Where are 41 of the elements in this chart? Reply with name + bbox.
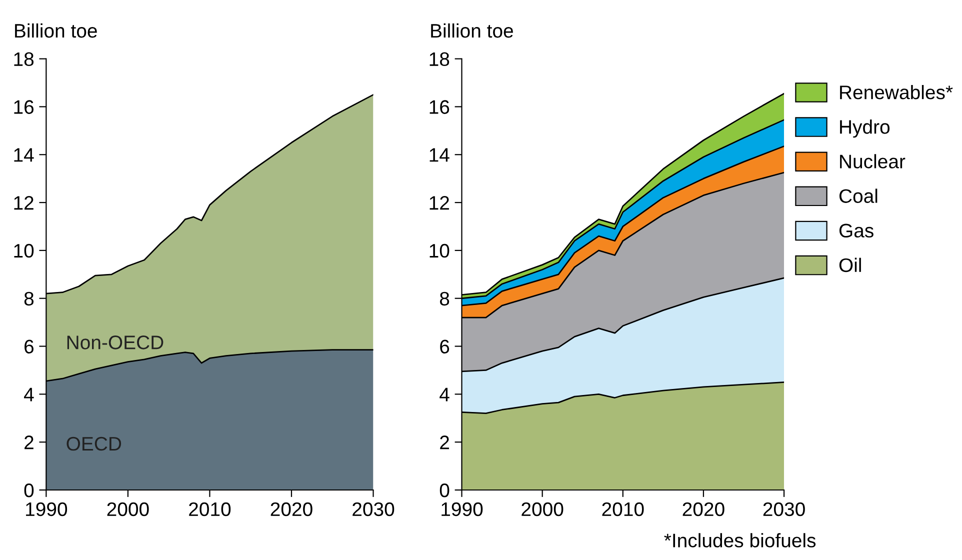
legend-label: Oil: [839, 258, 861, 272]
x-tick-label: 2020: [682, 502, 724, 516]
legend-label: Gas: [839, 224, 874, 238]
series-label: Non-OECD: [67, 336, 164, 350]
y-tick-label: 0: [24, 483, 34, 498]
y-axis-title: Billion toe: [431, 23, 513, 38]
x-tick-label: 1990: [442, 502, 483, 516]
y-tick-label: 10: [14, 244, 34, 258]
legend-label: Coal: [839, 188, 878, 203]
y-tick-label: 4: [440, 388, 450, 402]
y-tick-label: 14: [430, 148, 450, 162]
y-tick-label: 10: [430, 244, 450, 258]
y-tick-label: 0: [440, 483, 450, 498]
x-tick-label: 1990: [26, 502, 68, 516]
y-tick-label: 6: [24, 340, 34, 354]
x-tick-label: 2010: [189, 502, 231, 516]
y-tick-label: 16: [430, 100, 450, 114]
x-tick-label: 2030: [352, 502, 394, 516]
legend-label: Renewables*: [840, 84, 953, 100]
y-tick-label: 14: [14, 148, 34, 162]
x-tick-label: 2000: [107, 502, 149, 516]
y-tick-label: 12: [430, 196, 449, 210]
x-tick-label: 2010: [602, 502, 644, 516]
y-tick-label: 6: [440, 340, 450, 354]
x-tick-label: 2030: [763, 502, 805, 516]
y-tick-label: 18: [14, 52, 34, 66]
x-tick-label: 2020: [270, 502, 312, 516]
legend-label: Hydro: [840, 120, 890, 138]
x-tick-label: 2000: [522, 502, 564, 516]
series-label: OECD: [66, 436, 122, 451]
y-tick-label: 12: [14, 196, 34, 210]
legend-label: Nuclear: [840, 154, 906, 168]
y-axis-title: Billion toe: [15, 23, 97, 38]
y-tick-label: 8: [24, 292, 34, 306]
y-tick-label: 16: [14, 100, 34, 114]
y-tick-label: 8: [440, 292, 450, 306]
y-tick-label: 2: [440, 436, 449, 450]
y-tick-label: 4: [24, 388, 34, 402]
text: *Includes biofuels: [664, 533, 816, 548]
y-tick-label: 18: [430, 52, 450, 66]
y-tick-label: 2: [24, 436, 34, 450]
